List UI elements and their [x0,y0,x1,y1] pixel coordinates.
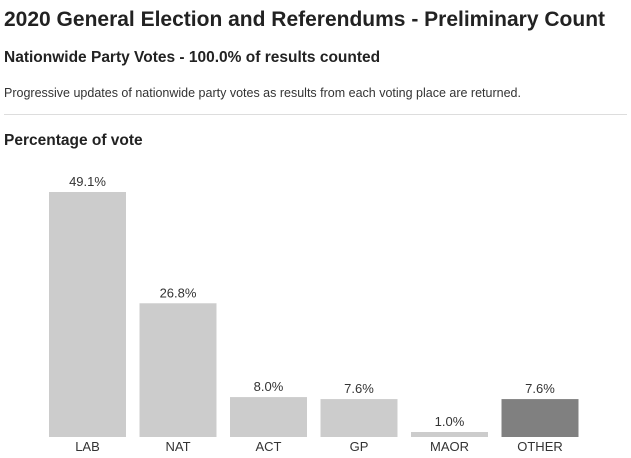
value-label-nat: 26.8% [160,285,197,300]
value-label-lab: 49.1% [69,174,106,189]
bar-act [230,397,307,437]
bar-gp [320,399,398,437]
bar-chart: 49.1% 26.8% 8.0% 7.6% 1.0% 7.6% LAB NAT ACT GP MA… [49,174,579,454]
value-label-other: 7.6% [525,381,555,396]
divider [4,114,627,115]
tick-label-gp: GP [350,439,369,454]
tick-label-maor: MAOR [430,439,469,454]
value-label-gp: 7.6% [344,381,374,396]
bar-maor [411,432,488,437]
tick-label-nat: NAT [165,439,190,454]
bar-other [501,399,579,437]
page-subtitle: Nationwide Party Votes - 100.0% of resul… [4,49,381,66]
value-labels-group: 49.1% 26.8% 8.0% 7.6% 1.0% 7.6% [69,174,555,429]
value-label-act: 8.0% [254,379,284,394]
value-label-maor: 1.0% [435,414,465,429]
tick-labels-group: LAB NAT ACT GP MAOR OTHER [75,439,563,454]
page-description: Progressive updates of nationwide party … [4,86,521,100]
bars-group [49,192,579,437]
bar-nat [139,303,217,437]
tick-label-act: ACT [256,439,282,454]
page-title: 2020 General Election and Referendums - … [4,8,606,31]
tick-label-other: OTHER [517,439,563,454]
tick-label-lab: LAB [75,439,100,454]
chart-title: Percentage of vote [4,132,143,149]
bar-lab [49,192,126,437]
